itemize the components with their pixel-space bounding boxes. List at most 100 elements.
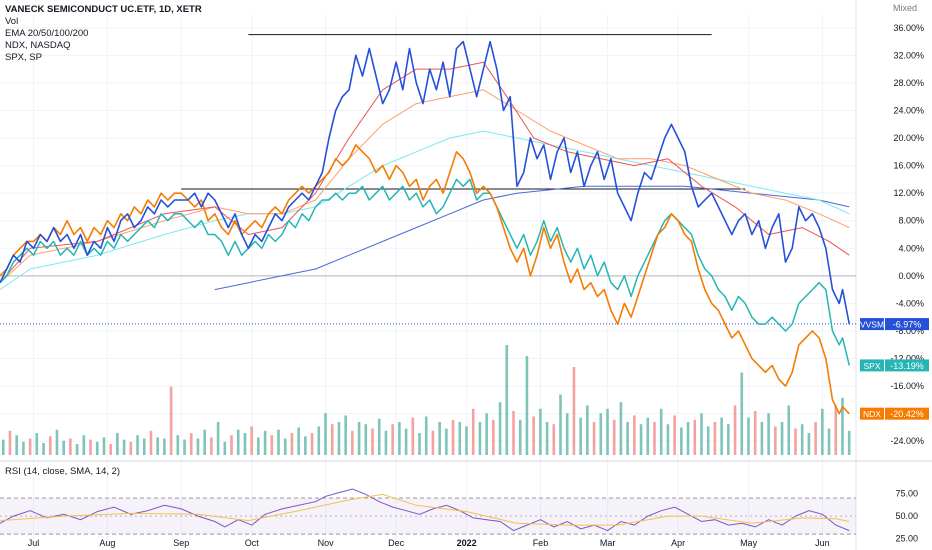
x-tick-label-6: 2022 — [457, 538, 477, 548]
x-tick-label-3: Oct — [245, 538, 260, 548]
series-line-spx — [0, 178, 851, 366]
y-tick-label-5: -4.00% — [895, 298, 924, 308]
series-line-vvsm — [0, 40, 851, 325]
badge-name-spx: SPX — [863, 361, 880, 371]
volume-bar-78 — [525, 356, 529, 455]
volume-bar-85 — [572, 367, 576, 455]
y-tick-label-11: 20.00% — [893, 133, 924, 143]
rsi-tick-label-1: 50.00 — [895, 511, 918, 521]
volume-bar-125 — [841, 397, 844, 455]
spx-compare-label[interactable]: SPX, SP — [5, 52, 42, 63]
y-tick-label-4: -8.00% — [895, 326, 924, 336]
volume-bar-116 — [780, 422, 784, 455]
badge-name-bg-vvsm — [860, 318, 884, 331]
volume-bar-92 — [619, 402, 623, 455]
volume-bar-81 — [545, 422, 549, 455]
volume-bar-122 — [821, 408, 824, 455]
series-line-ema200 — [214, 185, 850, 291]
volume-bar-119 — [800, 424, 804, 455]
x-tick-label-11: Jun — [815, 538, 830, 548]
volume-bar-1 — [8, 430, 12, 455]
y-tick-label-3: -12.00% — [890, 354, 924, 364]
volume-bar-82 — [552, 424, 556, 455]
x-tick-label-10: May — [740, 538, 758, 548]
volume-bar-8 — [55, 429, 59, 455]
ema-indicator-label[interactable]: EMA 20/50/100/200 — [5, 28, 89, 39]
y-tick-label-15: 36.00% — [893, 23, 924, 33]
last-value-badges: VVSM -6.97% SPX -13.19% NDX -20.42% — [860, 318, 929, 420]
x-tick-label-5: Dec — [388, 538, 405, 548]
y-tick-label-8: 8.00% — [898, 216, 924, 226]
volume-bar-27 — [183, 439, 186, 455]
volume-bar-99 — [666, 424, 670, 455]
volume-bar-80 — [539, 408, 542, 455]
badge-value-bg-ndx — [885, 407, 929, 420]
volume-bar-54 — [364, 424, 368, 455]
badge-value-spx: -13.19% — [890, 361, 924, 371]
rsi-indicator-label[interactable]: RSI (14, close, SMA, 14, 2) — [5, 466, 121, 477]
rsi-tick-label-0: 25.00 — [895, 534, 918, 544]
rsi-pane: 25.00 50.00 75.00 — [0, 488, 918, 544]
volume-bar-55 — [371, 428, 374, 455]
volume-bar-22 — [149, 430, 153, 455]
symbol-title[interactable]: VANECK SEMICONDUCT UC.ETF, 1D, XETR — [5, 4, 202, 15]
volume-bar-19 — [129, 441, 133, 455]
volume-bar-51 — [344, 415, 347, 455]
volume-bar-60 — [404, 428, 408, 455]
volume-bar-39 — [263, 430, 267, 455]
volume-bar-0 — [1, 439, 5, 455]
volume-bars — [1, 345, 851, 455]
volume-bar-17 — [116, 433, 119, 455]
volume-bar-113 — [760, 422, 764, 455]
volume-bar-75 — [505, 345, 509, 455]
y-tick-label-0: -24.00% — [890, 436, 924, 446]
volume-bar-74 — [498, 402, 502, 455]
volume-bar-15 — [102, 437, 106, 455]
volume-bar-123 — [827, 428, 831, 455]
volume-bar-100 — [673, 415, 676, 455]
volume-bar-20 — [136, 435, 139, 455]
volume-bar-43 — [290, 433, 294, 455]
volume-bar-69 — [465, 426, 468, 455]
time-axis[interactable]: Jul Aug Sep Oct Nov Dec 2022 Feb Mar Apr May Jun — [28, 538, 830, 548]
volume-bar-36 — [243, 433, 247, 455]
badge-name-bg-ndx — [860, 407, 884, 420]
volume-bar-42 — [283, 438, 287, 455]
volume-bar-31 — [210, 437, 213, 455]
volume-bar-41 — [277, 429, 280, 455]
volume-bar-61 — [411, 417, 415, 455]
series-line-ema50 — [0, 89, 850, 284]
rsi-line — [0, 488, 850, 532]
volume-bar-101 — [680, 427, 683, 455]
volume-indicator-label[interactable]: Vol — [5, 16, 19, 27]
volume-bar-32 — [216, 422, 220, 455]
volume-bar-86 — [579, 417, 582, 455]
volume-bar-65 — [438, 422, 441, 455]
rsi-ma-line — [0, 493, 850, 526]
volume-bar-52 — [351, 430, 354, 455]
volume-bar-9 — [62, 440, 65, 455]
volume-bar-44 — [297, 427, 300, 455]
x-tick-label-1: Aug — [99, 538, 115, 548]
reference-lines — [0, 34, 856, 325]
volume-bar-121 — [814, 422, 817, 455]
volume-bar-47 — [317, 426, 321, 455]
volume-bar-73 — [492, 419, 495, 455]
x-tick-label-7: Feb — [533, 538, 549, 548]
volume-bar-6 — [42, 442, 45, 455]
volume-bar-37 — [250, 426, 253, 455]
volume-bar-98 — [659, 408, 663, 455]
badge-value-bg-vvsm — [885, 318, 929, 331]
volume-bar-64 — [431, 430, 435, 455]
volume-bar-2 — [15, 435, 18, 455]
y-tick-label-9: 12.00% — [893, 188, 924, 198]
volume-bar-124 — [834, 405, 838, 455]
scale-mode-label[interactable]: Mixed — [893, 3, 918, 13]
volume-bar-24 — [163, 438, 166, 455]
volume-bar-126 — [847, 430, 851, 455]
volume-bar-88 — [592, 422, 596, 455]
volume-bar-23 — [156, 437, 159, 455]
volume-bar-118 — [794, 428, 797, 455]
ndx-compare-label[interactable]: NDX, NASDAQ — [5, 40, 71, 51]
